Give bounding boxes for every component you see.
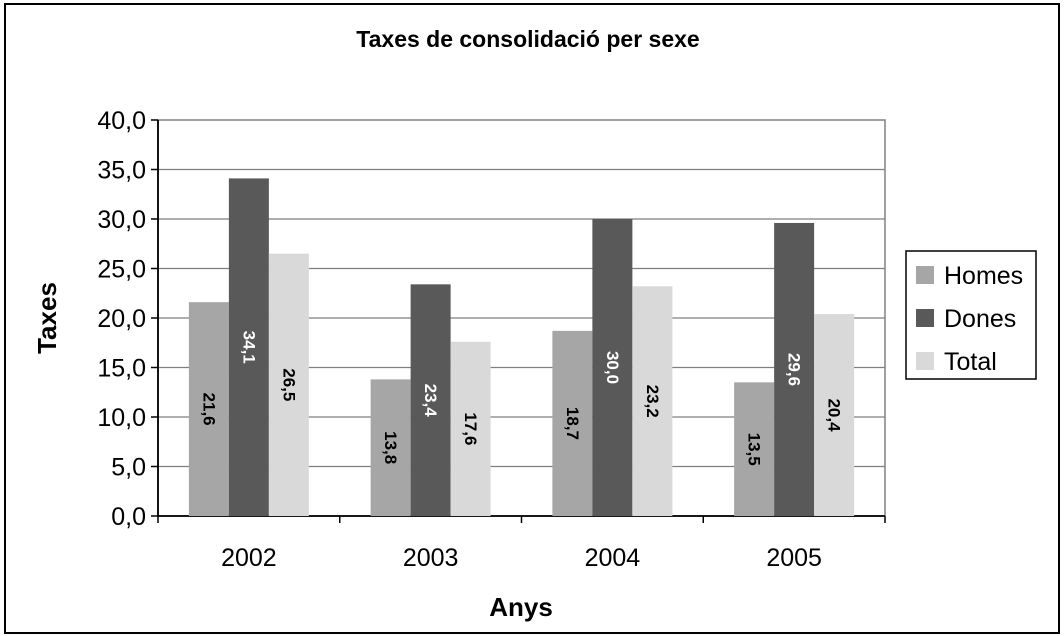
- y-tick-label: 30,0: [97, 206, 146, 234]
- x-tick-label: 2005: [766, 544, 822, 572]
- y-tick-label: 20,0: [97, 305, 146, 333]
- legend-swatch: [916, 352, 934, 370]
- data-label: 21,6: [199, 393, 218, 426]
- y-tick-label: 0,0: [111, 503, 146, 531]
- bar-homes: [552, 330, 593, 516]
- data-label: 18,7: [563, 407, 582, 440]
- legend: Homes Dones Total: [905, 250, 1037, 380]
- x-tick-label: 2002: [221, 544, 277, 572]
- legend-swatch: [916, 266, 934, 284]
- x-tick-label: 2004: [585, 544, 641, 572]
- legend-swatch: [916, 309, 934, 327]
- bar-total: [814, 314, 855, 516]
- data-label: 17,6: [461, 412, 480, 445]
- bar-homes: [734, 382, 775, 516]
- y-tick-label: 5,0: [111, 454, 146, 482]
- data-label: 13,5: [745, 433, 764, 466]
- data-label: 20,4: [825, 398, 844, 432]
- bar-total: [632, 286, 673, 516]
- x-axis-label: Anys: [489, 592, 553, 622]
- data-label: 34,1: [239, 331, 258, 364]
- y-tick-label: 40,0: [97, 107, 146, 135]
- data-label: 23,2: [643, 385, 662, 418]
- legend-label: Dones: [944, 305, 1016, 333]
- chart-title: Taxes de consolidació per sexe: [356, 26, 699, 52]
- x-tick-label: 2003: [403, 544, 459, 572]
- data-label: 26,5: [279, 368, 298, 401]
- bar-dones: [410, 284, 451, 516]
- bar-total: [450, 341, 491, 516]
- bar-homes: [370, 379, 411, 516]
- data-label: 23,4: [421, 384, 440, 418]
- data-label: 30,0: [603, 351, 622, 384]
- legend-label: Homes: [944, 262, 1023, 290]
- y-axis-label: Taxes: [32, 282, 62, 354]
- bar-dones: [592, 219, 633, 516]
- bar-total: [268, 253, 309, 516]
- y-tick-label: 35,0: [97, 157, 146, 185]
- bar-dones: [228, 178, 269, 516]
- data-label: 29,6: [785, 353, 804, 386]
- bar-dones: [774, 222, 815, 516]
- y-tick-label: 10,0: [97, 404, 146, 432]
- bar-homes: [188, 302, 229, 516]
- y-tick-label: 25,0: [97, 256, 146, 284]
- y-tick-label: 15,0: [97, 355, 146, 383]
- legend-label: Total: [944, 348, 997, 376]
- data-label: 13,8: [381, 431, 400, 464]
